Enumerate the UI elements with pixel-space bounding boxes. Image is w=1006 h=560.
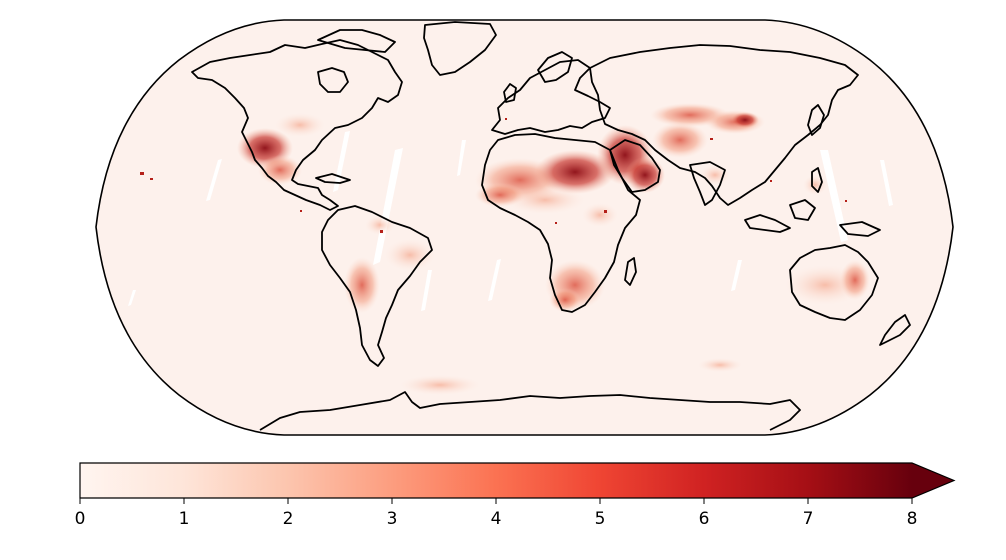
new-guinea-outline — [839, 221, 881, 237]
india-outline — [689, 161, 726, 206]
caribbean-outline — [315, 173, 351, 184]
arabia-outline — [609, 139, 661, 193]
colorbar-gradient — [80, 463, 912, 498]
colorbar-tick-label: 7 — [803, 509, 814, 529]
british-isles-outline — [503, 83, 517, 103]
japan-outline — [807, 104, 825, 136]
globe-border — [95, 19, 954, 436]
colorbar-tick-label: 8 — [907, 509, 918, 529]
coastlines — [191, 21, 911, 431]
madagascar-outline — [624, 257, 637, 286]
colorbar-tick-label: 6 — [699, 509, 710, 529]
antarctica-outline — [259, 391, 801, 431]
borneo-outline — [789, 199, 816, 221]
colorbar-extend-arrow — [912, 463, 954, 498]
indonesia-outline — [744, 214, 791, 233]
new-zealand-outline — [879, 314, 911, 346]
colorbar-tick-label: 1 — [179, 509, 190, 529]
colorbar: 0 1 2 3 4 5 6 7 8 — [75, 462, 956, 529]
europe-outline — [491, 59, 611, 135]
colorbar-tick-label: 4 — [491, 509, 502, 529]
south-america-outline — [321, 205, 433, 367]
hudson-bay-outline — [317, 67, 349, 93]
speckles — [140, 118, 847, 233]
colorbar-ticks: 0 1 2 3 4 5 6 7 8 — [75, 498, 918, 529]
colorbar-tick-label: 2 — [283, 509, 294, 529]
colorbar-tick-label: 3 — [387, 509, 398, 529]
australia-outline — [789, 244, 879, 321]
africa-outline — [481, 133, 641, 313]
arctic-islands-outline — [317, 29, 396, 53]
world-map — [95, 19, 954, 436]
globe-background — [96, 20, 953, 435]
greenland-outline — [423, 21, 497, 76]
asia-outline — [589, 44, 859, 206]
swath-gaps — [128, 131, 893, 311]
colorbar-tick-label: 0 — [75, 509, 86, 529]
philippines-outline — [811, 167, 823, 193]
colorbar-outline — [79, 462, 956, 499]
colorbar-tick-label: 5 — [595, 509, 606, 529]
north-america-outline — [191, 39, 403, 211]
scandinavia-outline — [537, 51, 573, 83]
